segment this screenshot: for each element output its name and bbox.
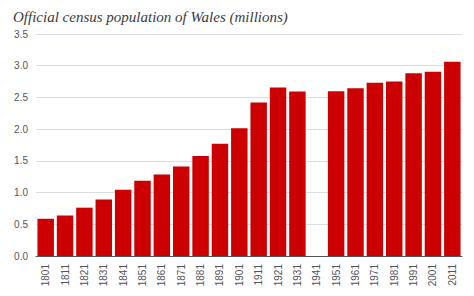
svg-text:1801: 1801: [40, 264, 51, 287]
svg-text:3.5: 3.5: [14, 29, 28, 40]
svg-text:Official census population of: Official census population of Wales (mil…: [13, 9, 288, 26]
svg-text:1841: 1841: [118, 264, 129, 287]
svg-text:2011: 2011: [447, 264, 458, 286]
svg-text:0.0: 0.0: [14, 251, 28, 262]
svg-text:1911: 1911: [253, 264, 264, 286]
svg-text:1921: 1921: [273, 264, 284, 287]
svg-text:1.5: 1.5: [14, 155, 28, 166]
svg-text:3.0: 3.0: [14, 60, 28, 71]
svg-text:2.0: 2.0: [14, 124, 28, 135]
svg-text:1891: 1891: [214, 264, 225, 287]
svg-text:1831: 1831: [98, 264, 109, 287]
svg-text:1.0: 1.0: [14, 187, 28, 198]
svg-text:1961: 1961: [350, 264, 361, 287]
svg-text:1931: 1931: [292, 264, 303, 287]
svg-text:1821: 1821: [79, 264, 90, 287]
svg-text:1971: 1971: [369, 264, 380, 287]
svg-text:1941: 1941: [311, 264, 322, 287]
svg-text:0.5: 0.5: [14, 219, 28, 230]
svg-text:1861: 1861: [156, 264, 167, 287]
svg-text:1881: 1881: [195, 264, 206, 287]
svg-text:1951: 1951: [331, 264, 342, 287]
svg-text:2.5: 2.5: [14, 92, 28, 103]
svg-text:1991: 1991: [408, 264, 419, 287]
svg-text:1901: 1901: [234, 264, 245, 287]
svg-text:1851: 1851: [137, 264, 148, 287]
svg-text:1981: 1981: [389, 264, 400, 287]
svg-text:1871: 1871: [176, 264, 187, 287]
svg-text:2001: 2001: [427, 264, 438, 287]
svg-text:1811: 1811: [60, 264, 71, 286]
